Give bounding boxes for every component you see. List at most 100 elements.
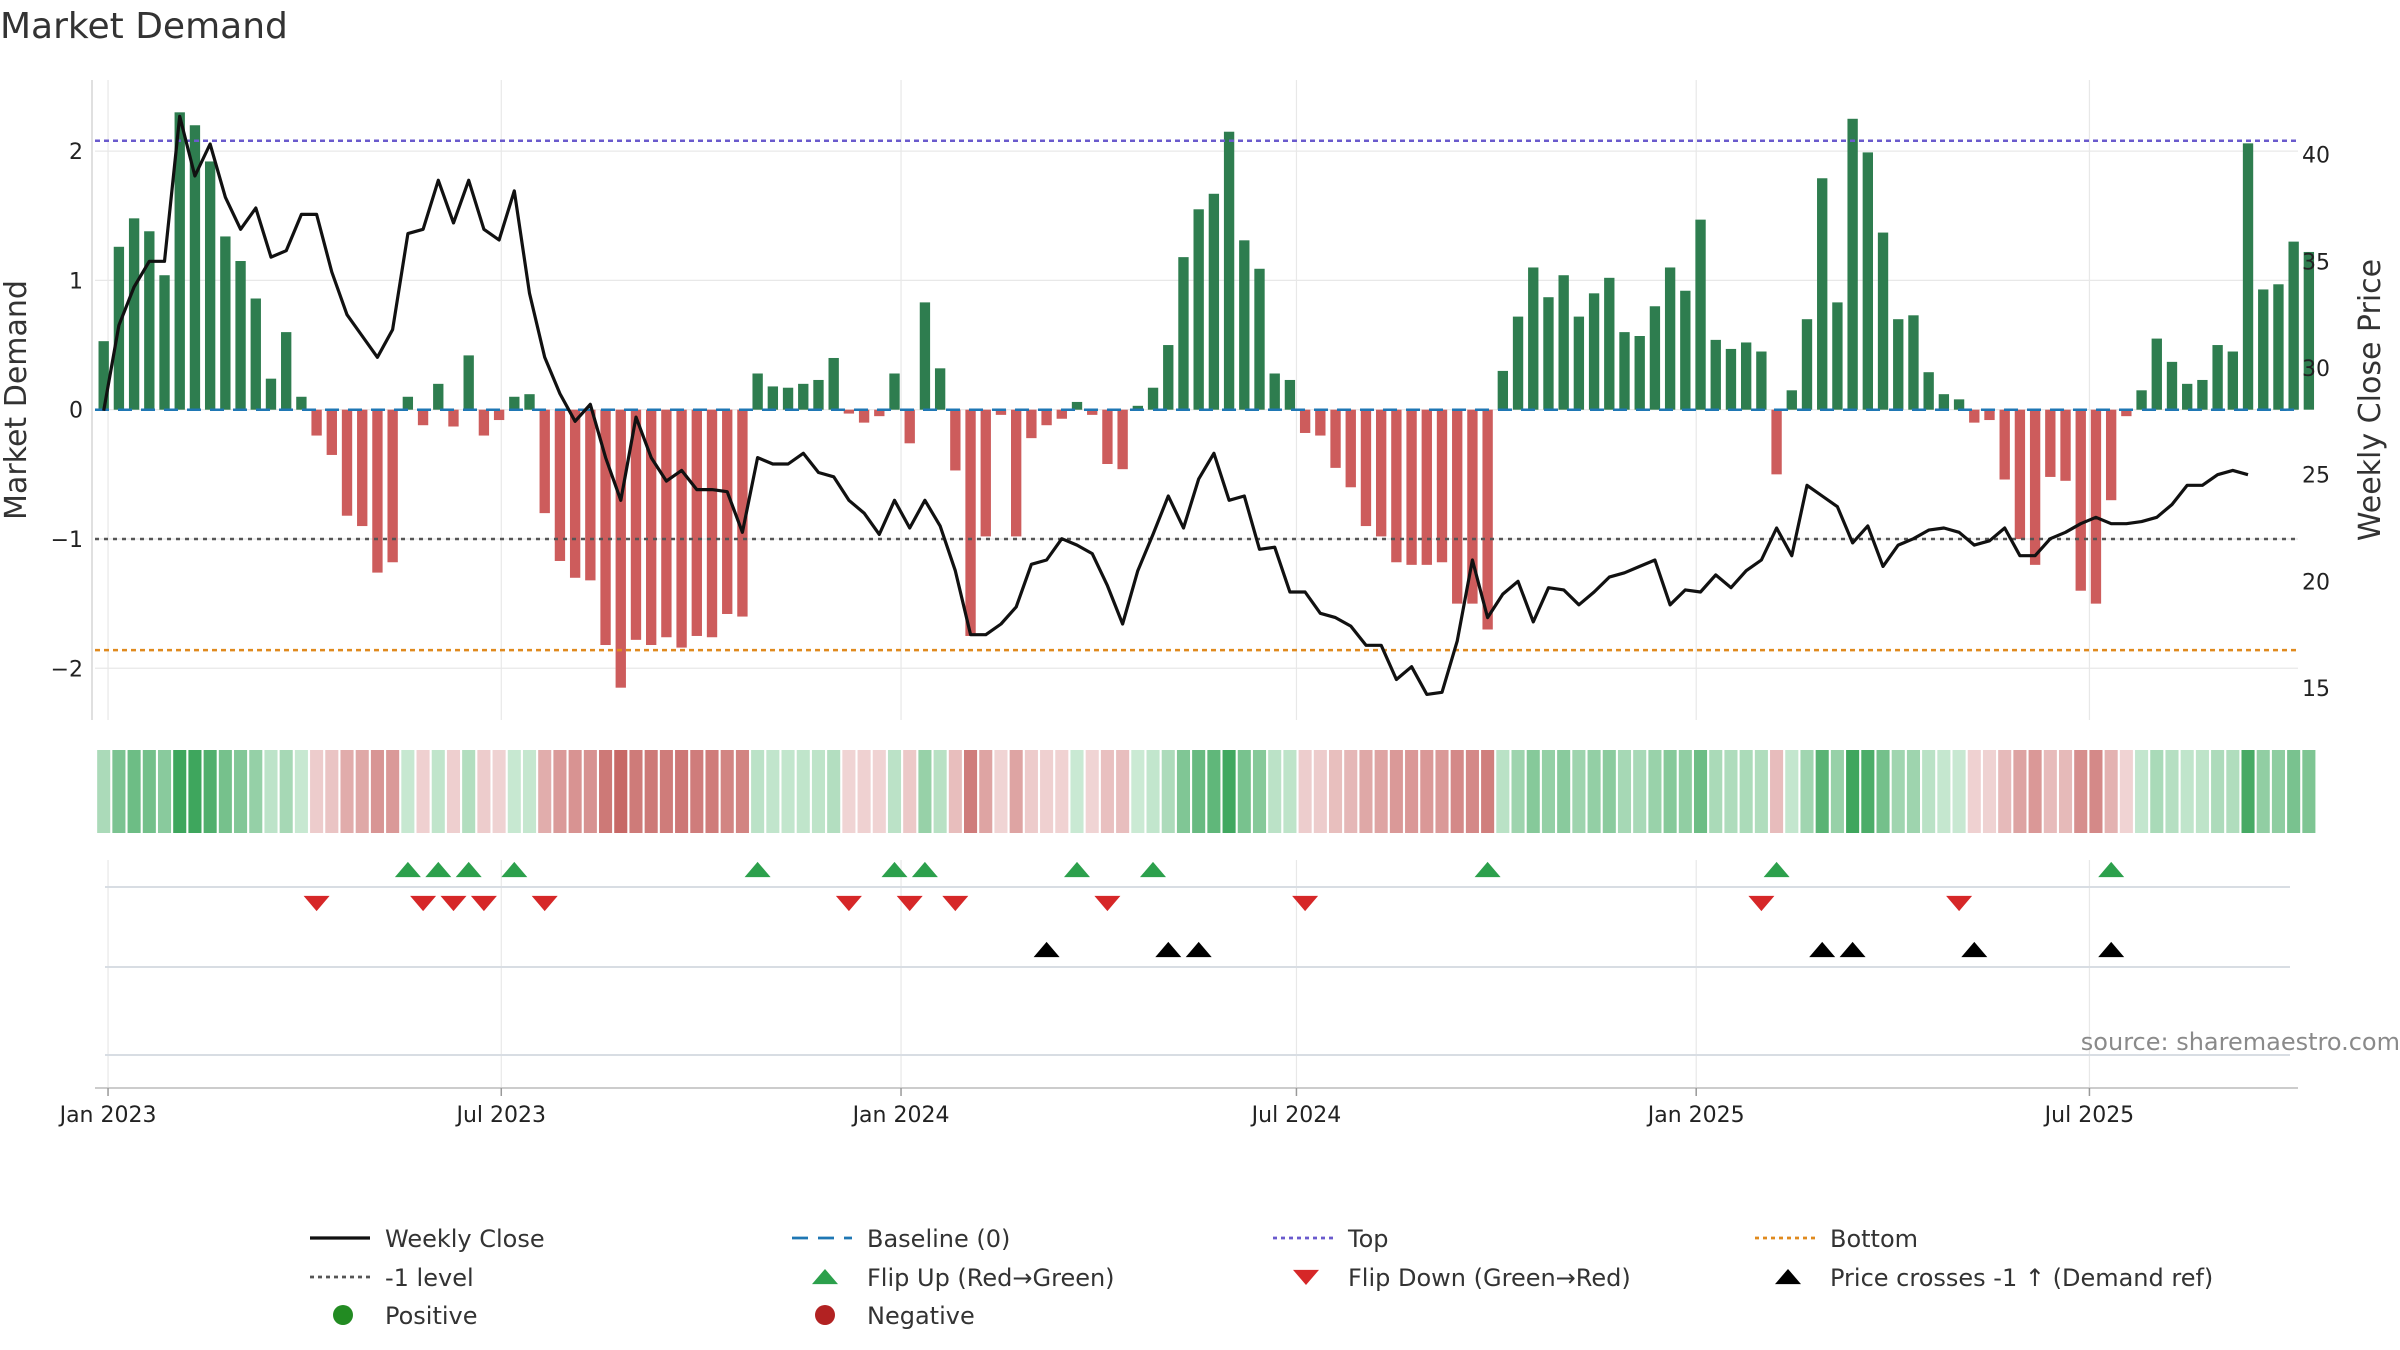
demand-bar bbox=[1588, 293, 1600, 410]
heat-cell bbox=[1891, 750, 1905, 833]
demand-bar bbox=[1056, 409, 1067, 419]
heat-cell bbox=[1800, 750, 1814, 833]
heat-cell bbox=[431, 750, 445, 833]
demand-bar bbox=[357, 409, 368, 527]
demand-bar bbox=[980, 409, 991, 537]
demand-bar bbox=[2014, 409, 2026, 539]
weekly-close-line bbox=[102, 114, 2249, 696]
heat-cell bbox=[1420, 750, 1434, 833]
demand-bar bbox=[311, 409, 322, 436]
heat-cell bbox=[842, 750, 856, 833]
demand-bar bbox=[1178, 257, 1189, 410]
demand-bar bbox=[1528, 267, 1539, 410]
heat-cell bbox=[979, 750, 993, 833]
demand-bar bbox=[1893, 319, 1904, 410]
heat-cell bbox=[1024, 750, 1038, 833]
heat-cell bbox=[781, 750, 795, 833]
heat-cell bbox=[279, 750, 293, 833]
demand-bar bbox=[478, 409, 490, 436]
demand-bar bbox=[281, 332, 292, 410]
demand-bar bbox=[128, 218, 140, 410]
flip-up-marker bbox=[425, 861, 452, 878]
demand-bar bbox=[1725, 348, 1737, 410]
source-note: source: sharemaestro.com bbox=[2081, 1028, 2400, 1056]
demand-bar bbox=[220, 236, 231, 410]
heat-cell bbox=[1846, 750, 1860, 833]
heat-cell bbox=[1526, 750, 1540, 833]
demand-bar bbox=[2303, 251, 2315, 410]
demand-bar bbox=[904, 409, 915, 444]
demand-bar bbox=[782, 387, 794, 410]
legend-swatch-price_cross bbox=[1775, 1268, 1801, 1285]
demand-bar bbox=[1923, 372, 1934, 410]
heat-cell bbox=[796, 750, 810, 833]
heat-cell bbox=[964, 750, 978, 833]
demand-bar bbox=[1147, 387, 1159, 410]
demand-bar bbox=[1847, 118, 1858, 410]
x-tick-label: Jul 2025 bbox=[2043, 1103, 2135, 1128]
heat-cell bbox=[2058, 750, 2073, 833]
demand-bar bbox=[1117, 409, 1128, 470]
demand-bar bbox=[1467, 409, 1478, 604]
heat-cell bbox=[644, 750, 658, 833]
heat-cell bbox=[1709, 750, 1723, 833]
heat-cell bbox=[1906, 750, 1920, 833]
demand-bar bbox=[1375, 409, 1387, 537]
heat-cell bbox=[310, 750, 324, 833]
heat-cell bbox=[1511, 750, 1525, 833]
heat-cell bbox=[887, 750, 902, 833]
demand-bar bbox=[433, 383, 444, 410]
demand-bar bbox=[1573, 316, 1585, 410]
flip-down-marker bbox=[1292, 895, 1319, 912]
heat-cell bbox=[2150, 750, 2164, 833]
heat-cell bbox=[1207, 750, 1221, 833]
price-cross-marker bbox=[1839, 941, 1866, 958]
demand-bar bbox=[2151, 338, 2162, 410]
demand-bar bbox=[1558, 275, 1569, 410]
demand-bar bbox=[1634, 336, 1645, 410]
heat-cell bbox=[507, 750, 521, 833]
demand-bars bbox=[98, 112, 2315, 688]
heat-cell bbox=[1617, 750, 1632, 833]
demand-bar bbox=[1299, 409, 1311, 433]
heat-cell bbox=[2287, 750, 2301, 833]
flip-up-marker bbox=[501, 861, 528, 878]
heat-cell bbox=[1100, 750, 1114, 833]
demand-bar bbox=[1269, 373, 1280, 410]
y-tick-label: −1 bbox=[51, 528, 83, 553]
reference-lines bbox=[95, 139, 2298, 652]
demand-bar bbox=[326, 409, 337, 455]
price-cross-marker bbox=[1185, 941, 1212, 958]
heat-cell bbox=[370, 750, 384, 833]
heat-cell bbox=[1967, 750, 1981, 833]
flip-up-marker bbox=[394, 861, 421, 878]
weekly-close-series bbox=[102, 114, 2249, 696]
heat-cell bbox=[522, 750, 537, 833]
demand-bar bbox=[1832, 302, 1843, 410]
demand-bar bbox=[1026, 409, 1037, 439]
demand-bar bbox=[1041, 409, 1052, 426]
price-cross-marker bbox=[1809, 941, 1836, 958]
demand-bar bbox=[767, 386, 779, 410]
legend-label-baseline: Baseline (0) bbox=[867, 1225, 1010, 1253]
heat-cell bbox=[751, 750, 765, 833]
heat-cell bbox=[1754, 750, 1768, 833]
demand-bar bbox=[691, 409, 702, 636]
demand-bar bbox=[965, 409, 976, 636]
demand-bar bbox=[813, 379, 824, 410]
demand-bar bbox=[1619, 332, 1630, 410]
flip-down-marker bbox=[896, 895, 923, 912]
demand-bar bbox=[144, 231, 155, 410]
heat-cell bbox=[735, 750, 749, 833]
demand-bar bbox=[1999, 409, 2010, 480]
heat-cell bbox=[675, 750, 689, 833]
demand-bar bbox=[798, 383, 809, 410]
heat-cell bbox=[1329, 750, 1343, 833]
y2-tick-label: 35 bbox=[2302, 250, 2330, 275]
demand-bar bbox=[646, 409, 657, 646]
demand-bar bbox=[1071, 401, 1083, 410]
legend-label-price_cross: Price crosses -1 ↑ (Demand ref) bbox=[1830, 1264, 2213, 1292]
demand-bar bbox=[1163, 345, 1174, 410]
heat-cell bbox=[188, 750, 202, 833]
demand-bar bbox=[1406, 409, 1417, 565]
